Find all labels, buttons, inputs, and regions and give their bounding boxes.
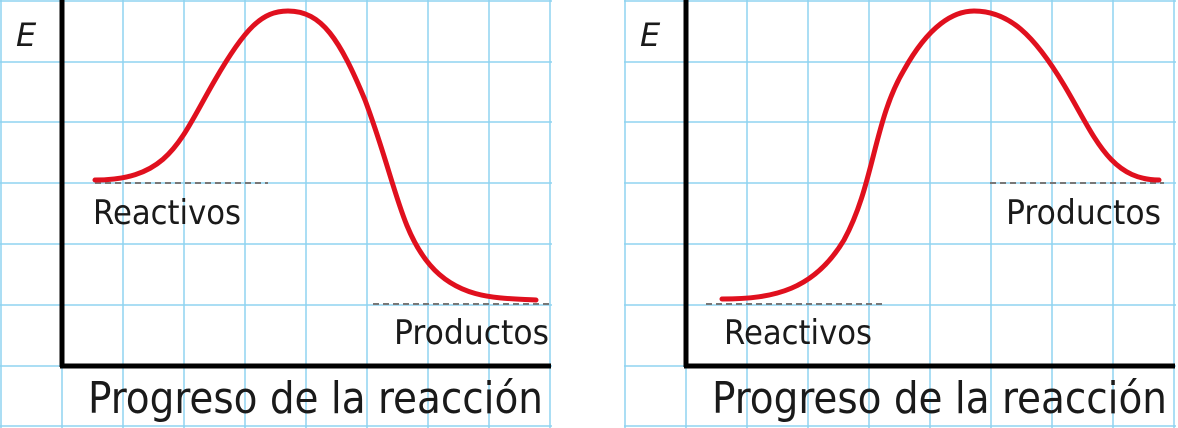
x-axis-label: Progreso de la reacción <box>712 373 1167 424</box>
reactants-label: Reactivos <box>93 193 241 233</box>
energy-diagram-svg: E Reactivos Productos Progreso de la rea… <box>0 0 552 428</box>
x-axis-label: Progreso de la reacción <box>88 373 543 424</box>
reactants-label: Reactivos <box>724 313 872 353</box>
energy-curve <box>92 8 539 303</box>
y-axis-label: E <box>16 16 37 54</box>
products-label: Productos <box>394 313 549 353</box>
energy-diagram-endothermic: E Productos Reactivos Progreso de la rea… <box>624 0 1178 428</box>
energy-diagram-svg: E Productos Reactivos Progreso de la rea… <box>624 0 1176 428</box>
products-label: Productos <box>1006 193 1161 233</box>
y-axis-label: E <box>640 16 661 54</box>
energy-diagram-exothermic: E Reactivos Productos Progreso de la rea… <box>0 0 554 428</box>
energy-curve <box>719 8 1162 302</box>
